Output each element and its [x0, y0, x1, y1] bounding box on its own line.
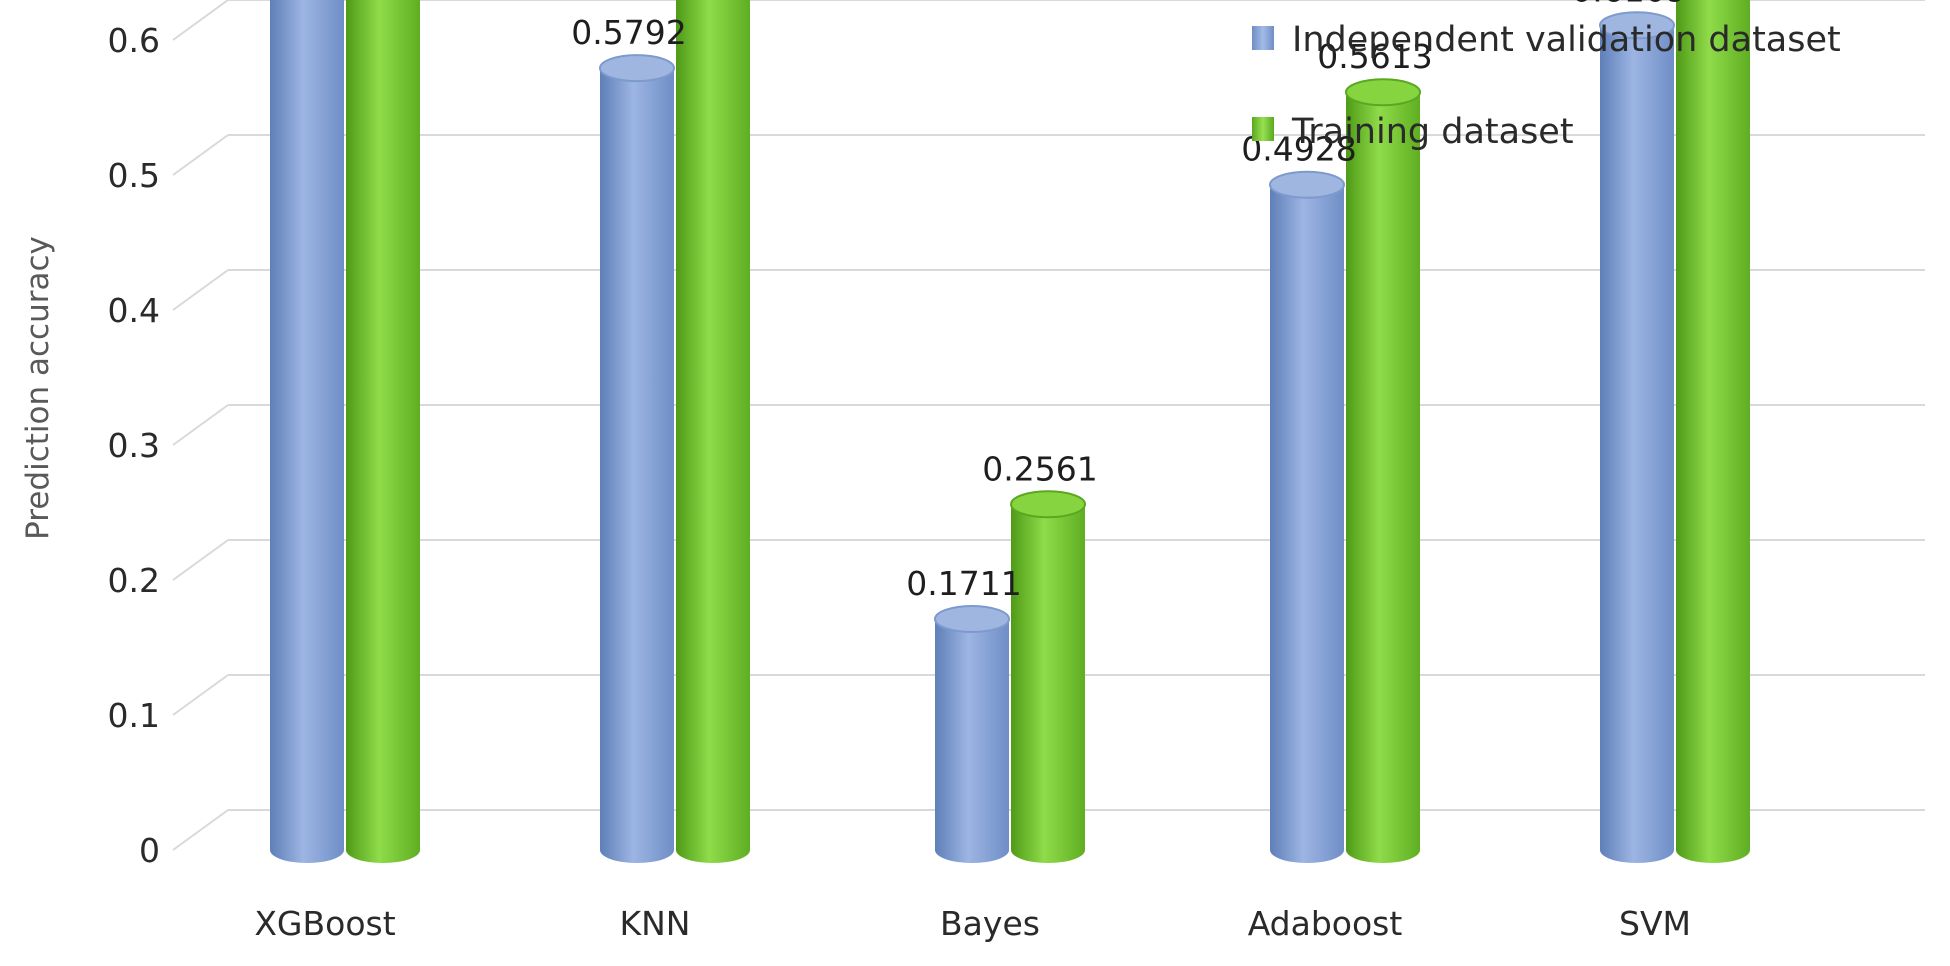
bar-cap: [934, 605, 1010, 634]
data-label: 0.2561: [982, 449, 1097, 488]
y-tick-label: 0.1: [108, 696, 160, 735]
bar: [1600, 25, 1674, 864]
legend-label-validation: Independent validation dataset: [1292, 20, 1841, 60]
x-category-label: SVM: [1619, 904, 1691, 943]
bar: [1346, 92, 1420, 864]
bar-cap: [1269, 170, 1345, 199]
bar: [935, 619, 1009, 863]
x-category-label: XGBoost: [254, 904, 395, 943]
data-label: 0.5613: [1317, 37, 1432, 76]
gridline-depth: [172, 404, 229, 446]
gridline-depth: [172, 0, 229, 41]
data-label: 0.1711: [906, 564, 1021, 603]
bar: [676, 0, 750, 863]
bar-cap: [599, 54, 675, 83]
y-axis-ticks: 00.10.20.30.40.50.60.70.80.9: [108, 21, 160, 870]
legend-label-training: Training dataset: [1291, 112, 1574, 152]
x-category-label: Bayes: [940, 904, 1040, 943]
gridline-depth: [172, 674, 229, 716]
y-tick-label: 0.2: [108, 561, 160, 600]
y-tick-label: 0.3: [108, 426, 160, 465]
y-axis-title: Prediction accuracy: [20, 236, 56, 540]
x-category-label: Adaboost: [1248, 904, 1403, 943]
bar: [270, 0, 344, 863]
y-tick-label: 0.6: [108, 21, 160, 60]
gridline-depth: [172, 269, 229, 311]
bar-cap: [1010, 490, 1086, 519]
y-tick-label: 0: [139, 831, 160, 870]
legend-swatch-validation: [1252, 26, 1274, 50]
y-tick-label: 0.4: [108, 291, 160, 330]
x-category-label: KNN: [619, 904, 690, 943]
y-tick-label: 0.5: [108, 156, 160, 195]
bars: [270, 0, 1750, 864]
bar: [600, 68, 674, 863]
bar: [1270, 184, 1344, 864]
x-axis-categories: XGBoost KNN Bayes Adaboost SVM: [254, 904, 1691, 943]
legend: Independent validation dataset Training …: [1252, 20, 1841, 152]
data-label: 0.5792: [571, 13, 686, 52]
bar: [346, 0, 420, 863]
bar-cap: [1599, 11, 1675, 40]
bar-cap: [1345, 78, 1421, 107]
gridline-depth: [172, 134, 229, 176]
gridline-depth: [172, 809, 229, 851]
data-label: 0.6109: [1571, 0, 1686, 9]
data-labels: 0.74210.89130.57920.69010.17110.25610.49…: [571, 0, 1686, 603]
bar: [1676, 0, 1750, 863]
legend-swatch-training: [1252, 117, 1274, 141]
bar: [1011, 504, 1085, 863]
gridline-depth: [172, 539, 229, 581]
